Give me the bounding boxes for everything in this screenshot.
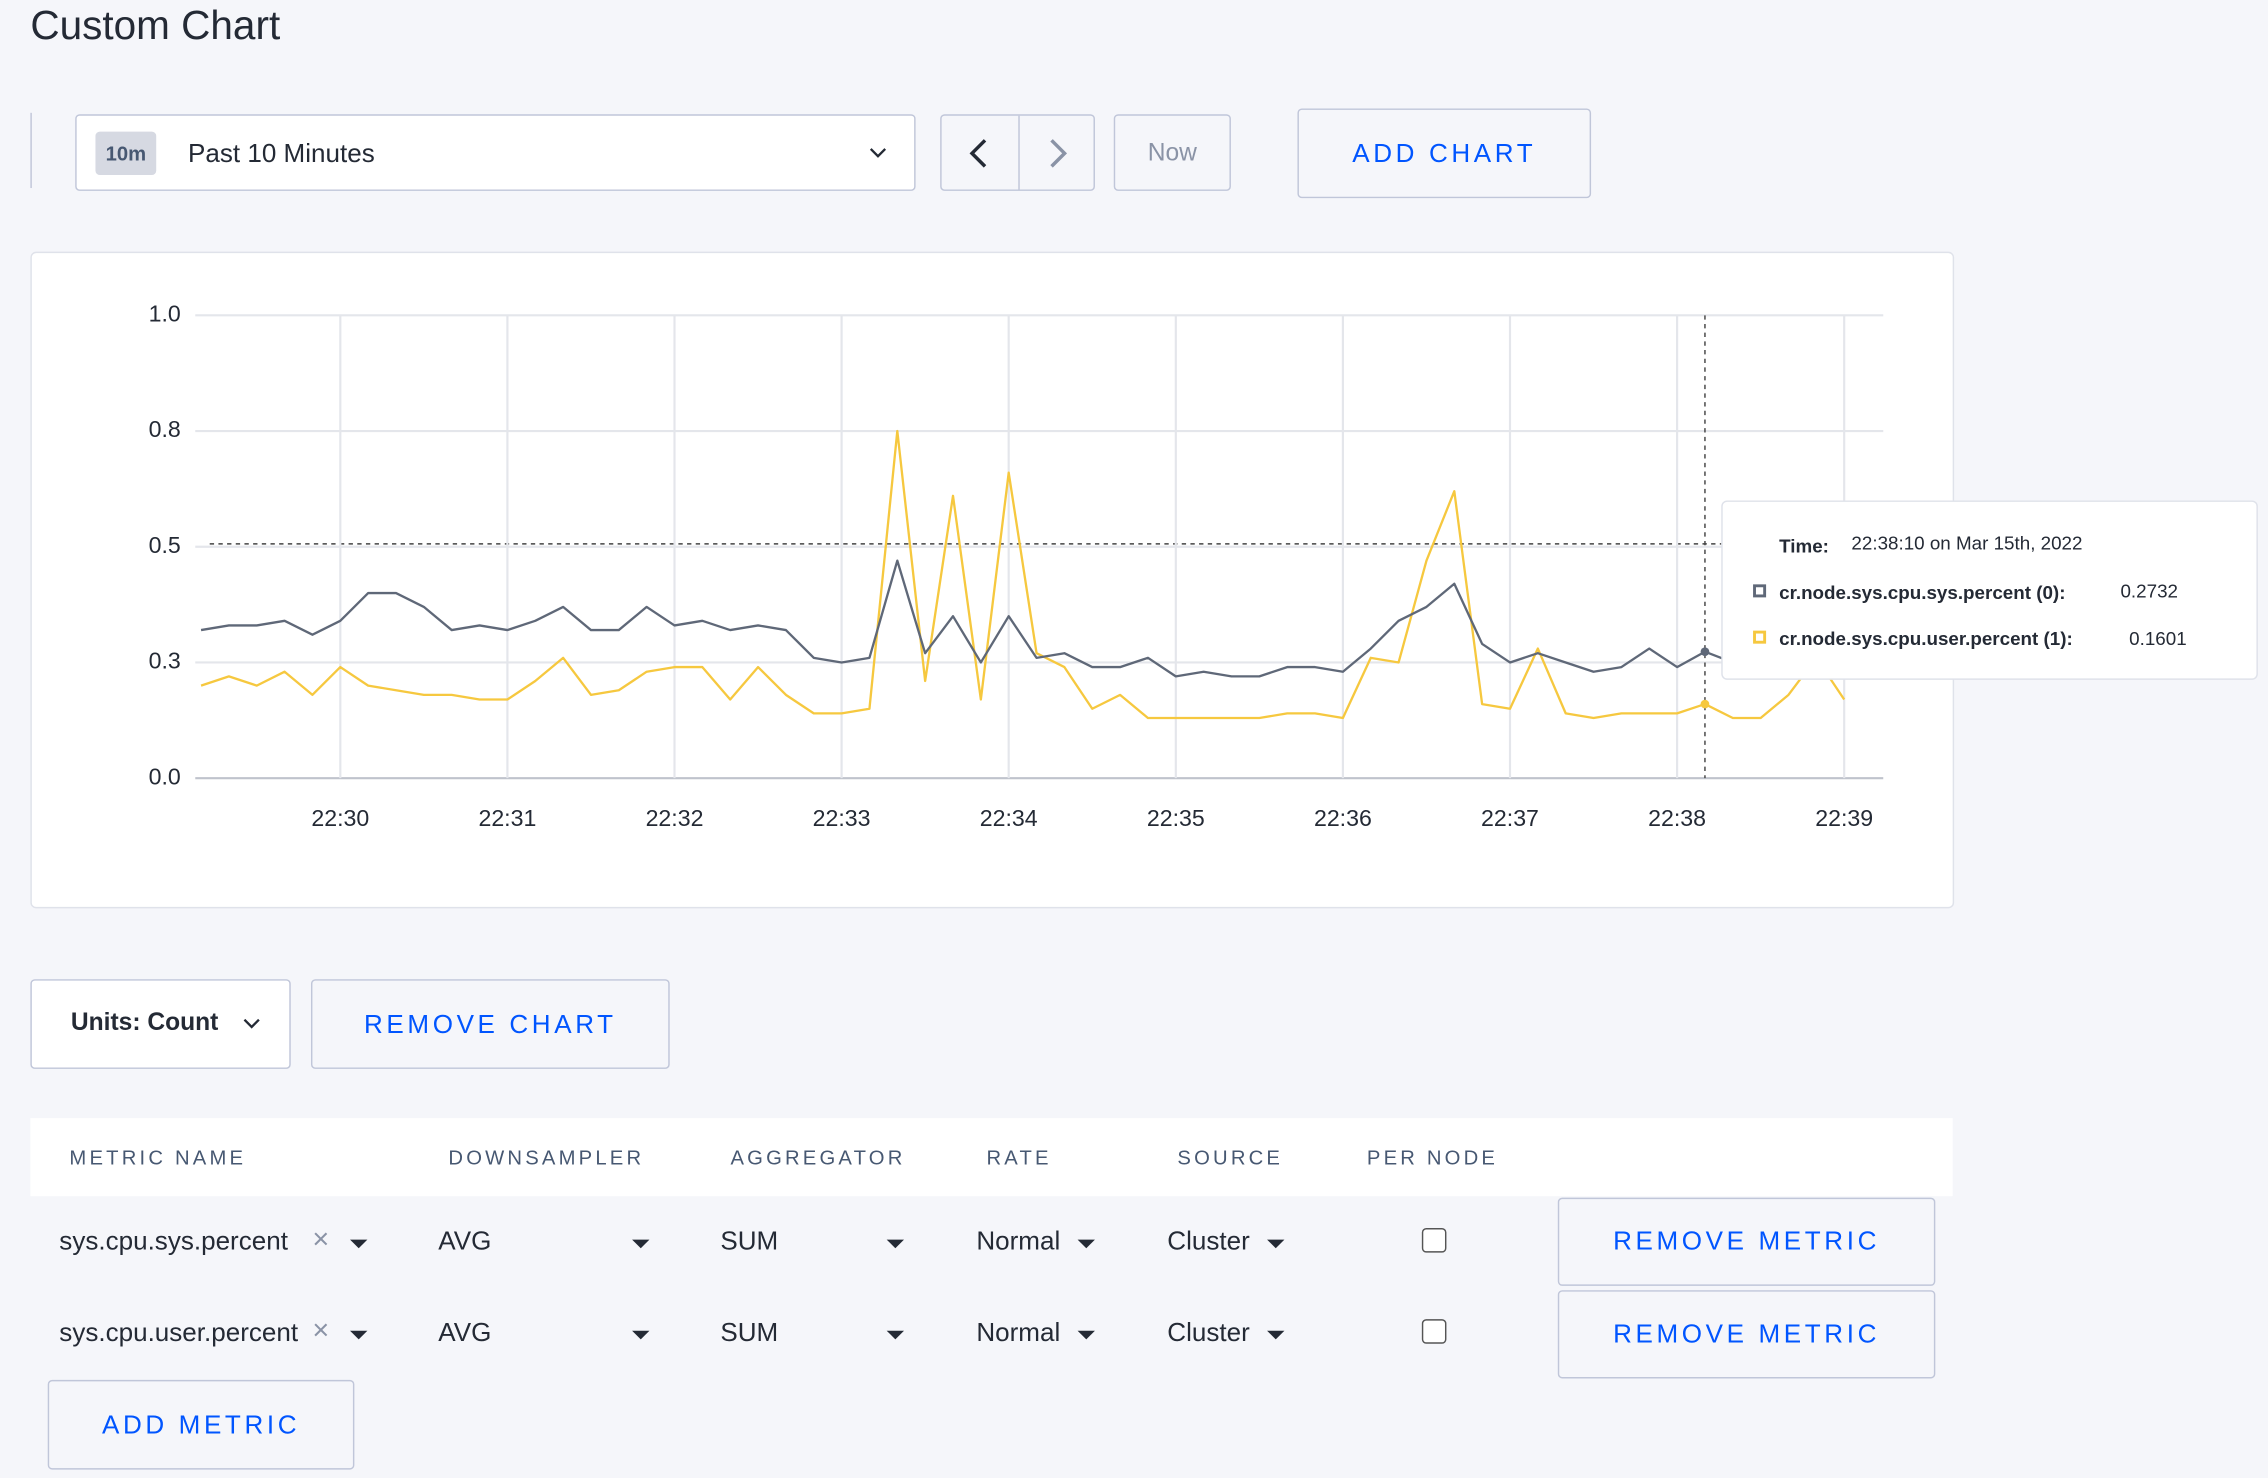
units-select[interactable]: Units: Count	[30, 979, 291, 1069]
divider	[1018, 115, 1020, 190]
x-tick-label: 22:38	[1648, 805, 1706, 831]
clear-icon[interactable]: ×	[312, 1223, 330, 1256]
chevron-down	[869, 148, 887, 158]
time-range-select[interactable]: 10m Past 10 Minutes	[75, 114, 916, 191]
select-value: AVG	[438, 1317, 492, 1347]
caret[interactable]	[1267, 1239, 1285, 1249]
x-tick-label: 22:34	[980, 805, 1038, 831]
y-tick-label: 0.8	[149, 416, 181, 442]
select-value: AVG	[438, 1226, 492, 1256]
column-header: PER NODE	[1366, 1145, 1499, 1169]
select-value: SUM	[720, 1226, 779, 1256]
column-header: RATE	[986, 1145, 1052, 1169]
column-header: SOURCE	[1177, 1145, 1284, 1169]
y-tick-label: 0.3	[149, 648, 181, 674]
table-header	[30, 1118, 1953, 1197]
series-line	[200, 429, 1846, 720]
tooltip-value: 0.1601	[2129, 627, 2187, 650]
metric-name: sys.cpu.sys.percent	[59, 1226, 288, 1256]
x-tick-label: 22:39	[1815, 805, 1873, 831]
caret[interactable]	[886, 1239, 905, 1249]
divider	[30, 112, 32, 189]
checkbox[interactable]	[1421, 1319, 1447, 1344]
select-value: Cluster	[1167, 1226, 1250, 1256]
tooltip-swatch	[1753, 630, 1767, 644]
remove-metric-button[interactable]: REMOVE METRIC	[1557, 1290, 1936, 1379]
x-tick-label: 22:32	[646, 805, 704, 831]
y-tick-label: 0.5	[149, 532, 181, 558]
column-header: METRIC NAME	[69, 1145, 247, 1169]
tooltip-time: 22:38:10 on Mar 15th, 2022	[1851, 532, 2083, 554]
tooltip: Time: 22:38:10 on Mar 15th, 2022 cr.node…	[1721, 500, 2258, 680]
caret[interactable]	[886, 1330, 905, 1340]
y-tick-label: 0.0	[149, 763, 181, 789]
series-line	[200, 559, 1845, 678]
next-button[interactable]	[1046, 137, 1069, 169]
chevron-down	[243, 1018, 260, 1029]
checkbox[interactable]	[1421, 1228, 1447, 1253]
now-button[interactable]: Now	[1113, 114, 1231, 191]
x-tick-label: 22:36	[1314, 805, 1372, 831]
x-tick-label: 22:35	[1147, 805, 1205, 831]
tooltip-series-name: cr.node.sys.cpu.sys.percent (0):	[1779, 581, 2066, 604]
nav-buttons	[940, 114, 1095, 191]
caret[interactable]	[1267, 1330, 1285, 1340]
tooltip-time-label: Time:	[1779, 535, 1829, 557]
range-badge: 10m	[95, 131, 157, 176]
add-metric-button[interactable]: ADD METRIC	[47, 1379, 355, 1470]
caret[interactable]	[1077, 1330, 1095, 1340]
units-label: Units: Count	[70, 1008, 219, 1036]
select-value: Normal	[976, 1317, 1061, 1347]
x-tick-label: 22:37	[1481, 805, 1539, 831]
hover-point	[1700, 647, 1710, 657]
chart-card	[30, 251, 1955, 909]
column-header: DOWNSAMPLER	[448, 1145, 645, 1169]
caret[interactable]	[350, 1239, 368, 1249]
caret[interactable]	[632, 1330, 650, 1340]
select-value: SUM	[720, 1317, 779, 1347]
column-header: AGGREGATOR	[730, 1145, 906, 1169]
metric-name: sys.cpu.user.percent	[59, 1317, 299, 1347]
select-value: Cluster	[1167, 1317, 1250, 1347]
tooltip-value: 0.2732	[2120, 580, 2178, 602]
page-title: Custom Chart	[30, 2, 281, 48]
remove-chart-button[interactable]: REMOVE CHART	[310, 979, 670, 1069]
y-tick-label: 1.0	[149, 300, 181, 326]
x-tick-label: 22:31	[478, 805, 536, 831]
clear-icon[interactable]: ×	[312, 1314, 330, 1347]
caret[interactable]	[632, 1239, 650, 1249]
x-tick-label: 22:33	[813, 805, 871, 831]
prev-button[interactable]	[968, 137, 991, 169]
x-tick-label: 22:30	[311, 805, 369, 831]
chart: 0.0 0.3 0.5 0.8 1.0 22:30 22:31 22:32 22:33 22:34…	[149, 300, 1884, 831]
caret[interactable]	[1077, 1239, 1095, 1249]
tooltip-series-name: cr.node.sys.cpu.user.percent (1):	[1779, 627, 2073, 650]
hover-point	[1700, 699, 1710, 709]
select-value: Normal	[976, 1226, 1061, 1256]
remove-metric-button[interactable]: REMOVE METRIC	[1557, 1197, 1936, 1286]
caret[interactable]	[350, 1330, 368, 1340]
tooltip-swatch	[1753, 584, 1767, 598]
range-label: Past 10 Minutes	[188, 138, 375, 168]
add-chart-button[interactable]: ADD CHART	[1297, 108, 1592, 199]
